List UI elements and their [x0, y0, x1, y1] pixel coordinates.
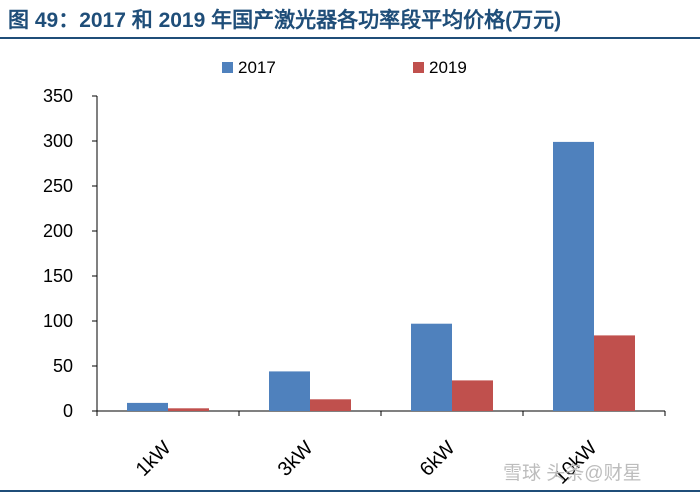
bar-2017-1kW	[127, 402, 168, 411]
bar-2019-1kW	[168, 408, 209, 411]
bar-2017-6kW	[411, 323, 452, 411]
bar-2019-10kW	[594, 335, 635, 411]
legend-swatch-2017	[222, 62, 233, 73]
x-tick-label: 1kW	[132, 437, 176, 481]
bar-2019-6kW	[452, 380, 493, 411]
y-tick-label: 300	[43, 131, 73, 151]
x-tick-label: 6kW	[416, 437, 460, 481]
y-tick-label: 200	[43, 221, 73, 241]
y-tick-label: 250	[43, 176, 73, 196]
y-tick-label: 50	[53, 356, 73, 376]
y-tick-label: 150	[43, 266, 73, 286]
legend-label-2019: 2019	[429, 58, 467, 77]
watermark: 雪球 头条@财星	[503, 463, 642, 484]
x-tick-label: 3kW	[274, 437, 318, 481]
bottom-divider	[0, 490, 700, 492]
bar-2017-10kW	[553, 141, 594, 411]
legend-swatch-2019	[413, 62, 424, 73]
legend: 2017 2019	[222, 58, 467, 77]
bars	[127, 141, 635, 411]
y-tick-label: 0	[63, 401, 73, 421]
bar-2019-3kW	[310, 399, 351, 411]
legend-label-2017: 2017	[238, 58, 276, 77]
bar-2017-3kW	[269, 371, 310, 411]
title-divider	[0, 37, 700, 39]
page-title: 图 49：2017 和 2019 年国产激光器各功率段平均价格(万元)	[8, 9, 562, 32]
y-tick-label: 100	[43, 311, 73, 331]
y-tick-label: 350	[43, 86, 73, 106]
y-tick-labels: 0 50 100 150 200 250 300 350	[43, 86, 73, 421]
